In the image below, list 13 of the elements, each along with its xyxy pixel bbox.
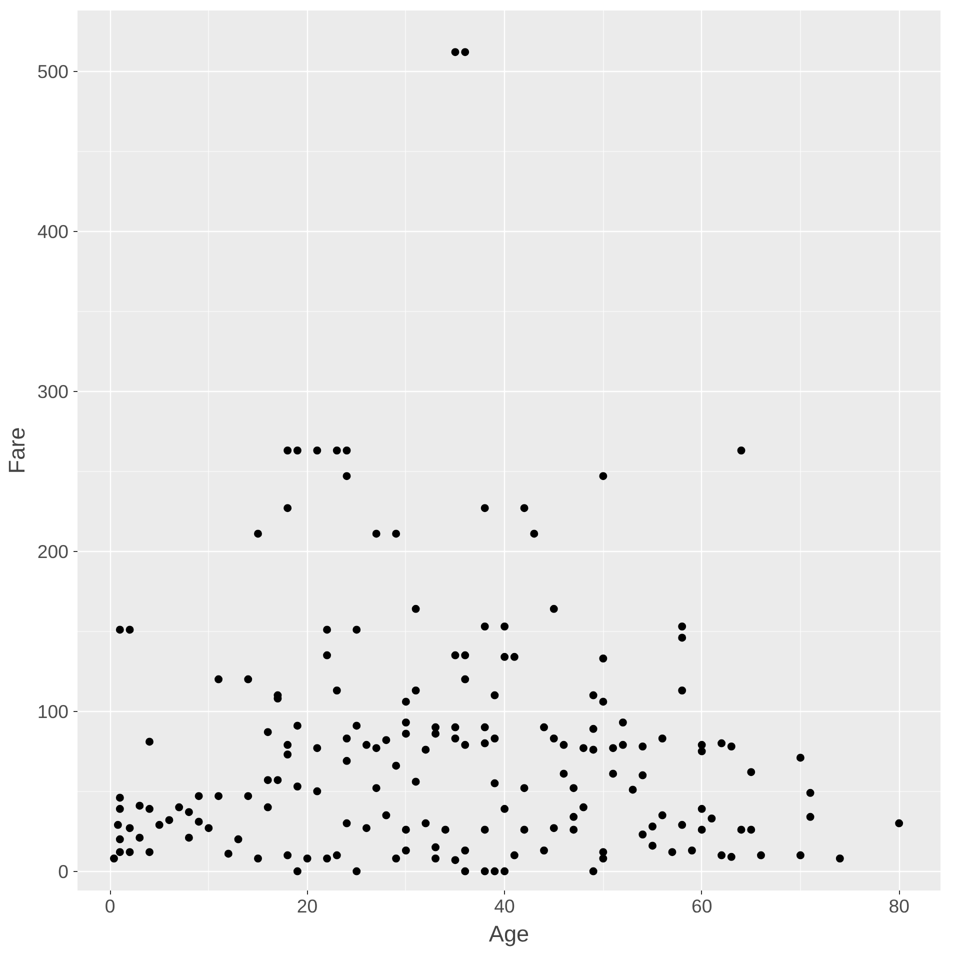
y-tick-label: 0 [58, 860, 69, 882]
y-tick-label: 400 [37, 220, 69, 242]
y-tick-label: 100 [37, 700, 69, 722]
y-tick-label: 200 [37, 540, 69, 562]
x-tick-label: 0 [104, 896, 116, 916]
x-tick-label: 60 [691, 896, 712, 916]
x-tick-label: 80 [888, 896, 910, 916]
x-tick-label: 40 [494, 896, 515, 916]
y-axis-title: Fare [3, 427, 30, 474]
y-tick-label: 300 [37, 380, 69, 402]
x-axis-title: Age [488, 920, 530, 946]
x-tick-label: 20 [296, 896, 318, 916]
y-tick-label: 500 [37, 60, 69, 82]
